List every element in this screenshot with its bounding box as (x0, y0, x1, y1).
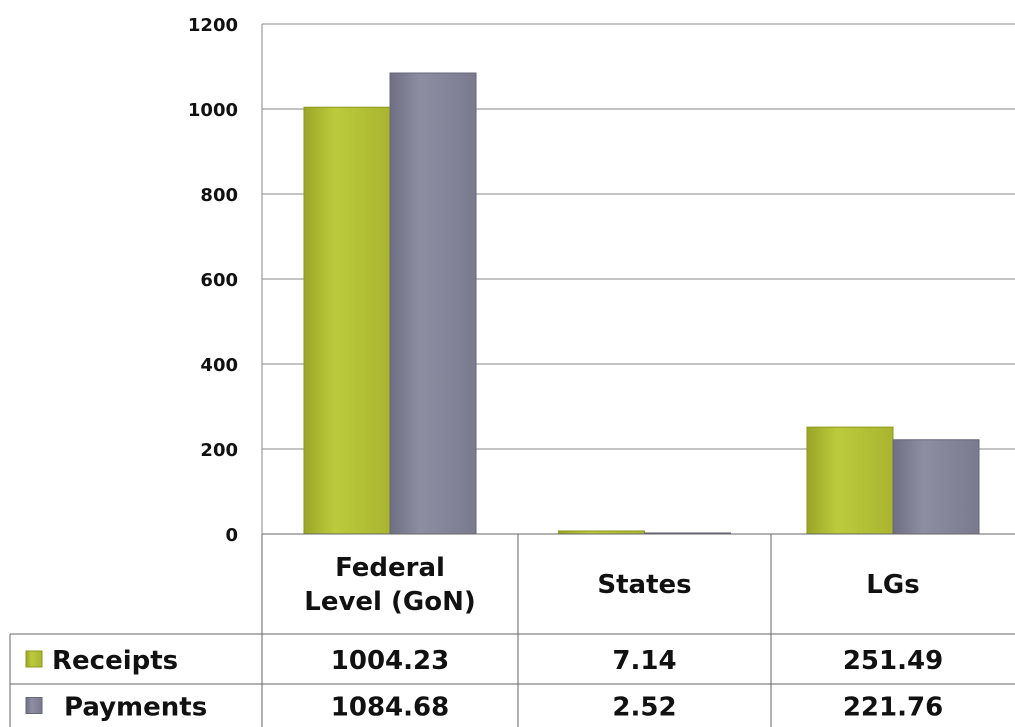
value-label: 7.14 (612, 646, 676, 676)
y-tick-label: 600 (200, 270, 238, 291)
y-tick-label: 1000 (188, 100, 238, 121)
y-tick-label: 1200 (188, 15, 238, 36)
category-label: Federal (335, 553, 445, 583)
y-tick-label: 800 (200, 185, 238, 206)
legend-label: Receipts (52, 646, 178, 676)
legend-key-payments (25, 697, 43, 714)
value-label: 221.76 (843, 693, 943, 723)
bar-payments-0 (389, 72, 477, 535)
value-label: 2.52 (612, 693, 676, 723)
bar-receipts-0 (303, 106, 391, 535)
data-table: Federal Level (GoN) States LGs Receipts 1004.… (9, 533, 1015, 727)
legend-label: Payments (64, 693, 207, 723)
y-tick-label: 200 (200, 440, 238, 461)
y-tick-label: 0 (225, 525, 238, 546)
y-axis-ticks: 0 200 400 600 800 1000 1200 (188, 15, 238, 546)
category-label: States (597, 570, 691, 600)
legend-key-receipts (25, 650, 43, 668)
category-label: LGs (866, 570, 919, 600)
value-label: 1084.68 (331, 693, 449, 723)
value-label: 251.49 (843, 646, 943, 676)
bar-receipts-2 (806, 426, 894, 535)
value-label: 1004.23 (331, 646, 449, 676)
bars (303, 72, 980, 535)
category-label: Level (GoN) (304, 587, 475, 617)
bar-payments-2 (892, 439, 980, 535)
y-tick-label: 400 (200, 355, 238, 376)
